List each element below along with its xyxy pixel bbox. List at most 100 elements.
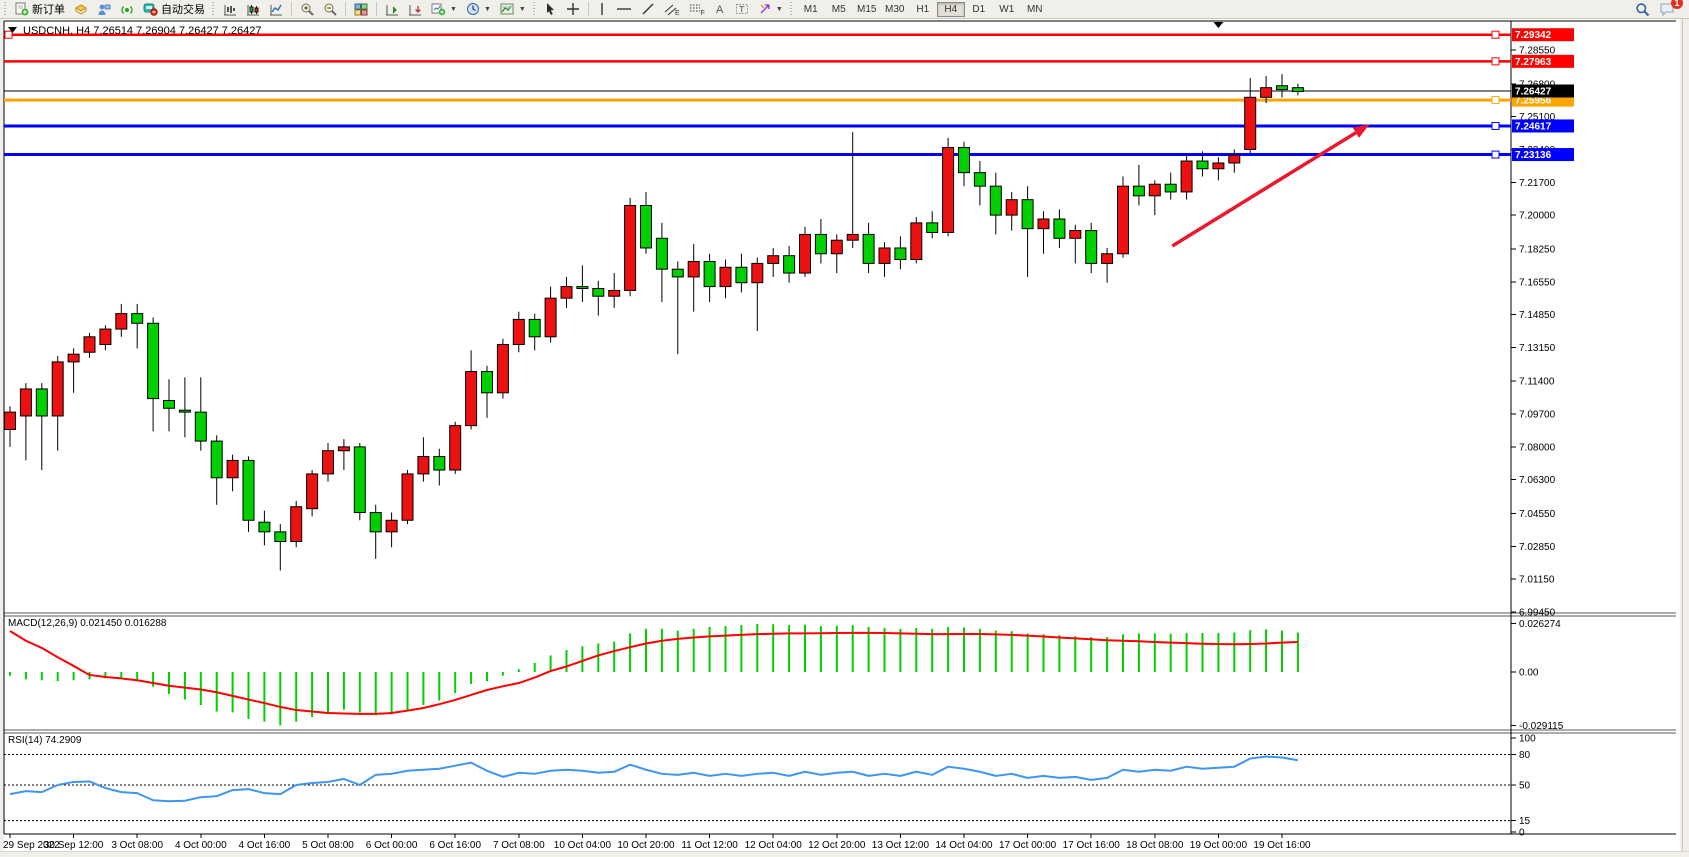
svg-text:4 Oct 16:00: 4 Oct 16:00 <box>239 840 291 851</box>
toolbar-grip <box>212 2 216 16</box>
svg-text:7.16550: 7.16550 <box>1519 277 1556 288</box>
cursor-tool-icon[interactable] <box>540 0 561 18</box>
timeframe-w1-button[interactable]: W1 <box>999 3 1015 15</box>
trendline-tool-icon[interactable] <box>637 0 659 18</box>
svg-text:A: A <box>716 4 724 16</box>
zoom-in-icon[interactable] <box>296 0 318 18</box>
svg-text:13 Oct 12:00: 13 Oct 12:00 <box>872 840 930 851</box>
svg-text:19 Oct 16:00: 19 Oct 16:00 <box>1253 840 1311 851</box>
text-tool-icon[interactable]: A <box>710 0 730 18</box>
svg-text:7.18250: 7.18250 <box>1519 244 1556 255</box>
signals-icon[interactable] <box>93 0 115 18</box>
timeframe-h1-button[interactable]: H1 <box>916 3 930 15</box>
tile-windows-icon[interactable] <box>350 0 372 18</box>
svg-text:15: 15 <box>1519 816 1531 827</box>
svg-text:7.09700: 7.09700 <box>1519 410 1556 421</box>
svg-text:6 Oct 00:00: 6 Oct 00:00 <box>366 840 418 851</box>
timeframe-d1-button[interactable]: D1 <box>972 3 986 15</box>
timeframe-m5-button[interactable]: M5 <box>831 3 846 15</box>
svg-text:7.13150: 7.13150 <box>1519 343 1556 354</box>
svg-text:18 Oct 08:00: 18 Oct 08:00 <box>1126 840 1184 851</box>
chevron-down-icon: ▼ <box>775 5 783 13</box>
svg-text:4 Oct 00:00: 4 Oct 00:00 <box>175 840 227 851</box>
svg-text:12 Oct 04:00: 12 Oct 04:00 <box>745 840 803 851</box>
svg-text:7 Oct 08:00: 7 Oct 08:00 <box>493 840 545 851</box>
chevron-down-icon: ▼ <box>450 5 457 13</box>
svg-text:RSI(14) 74.2909: RSI(14) 74.2909 <box>8 735 82 746</box>
svg-text:7.25100: 7.25100 <box>1519 112 1556 123</box>
svg-text:7.20000: 7.20000 <box>1519 211 1556 222</box>
svg-text:3 Oct 08:00: 3 Oct 08:00 <box>111 840 163 851</box>
toolbar-grip <box>532 2 537 16</box>
svg-text:7.26427: 7.26427 <box>1515 87 1552 98</box>
timeframe-h4-button[interactable]: H4 <box>936 1 965 17</box>
svg-text:E: E <box>675 10 680 16</box>
svg-text:17 Oct 16:00: 17 Oct 16:00 <box>1063 840 1121 851</box>
svg-text:7.25956: 7.25956 <box>1515 96 1552 107</box>
svg-text:29 Sep 2022: 29 Sep 2022 <box>3 840 60 851</box>
chart-template-dropdown[interactable]: ▼ <box>496 0 530 18</box>
toolbar-separator <box>376 2 377 16</box>
svg-text:7.14850: 7.14850 <box>1519 310 1556 321</box>
autotrading-label: 自动交易 <box>161 4 205 16</box>
svg-text:30 Sep 12:00: 30 Sep 12:00 <box>44 840 104 851</box>
toolbar-grip <box>4 2 8 16</box>
chart-canvas[interactable]: 7.285507.268007.251007.234007.217007.200… <box>0 19 1689 851</box>
chevron-down-icon: ▼ <box>518 5 526 13</box>
period-clock-dropdown[interactable]: ▼ <box>462 0 495 18</box>
svg-text:11 Oct 12:00: 11 Oct 12:00 <box>681 840 738 851</box>
timeframe-m1-button[interactable]: M1 <box>803 3 818 15</box>
svg-text:T: T <box>739 5 745 15</box>
svg-text:MACD(12,26,9) 0.021450 0.01628: MACD(12,26,9) 0.021450 0.016288 <box>8 618 167 629</box>
fibonacci-tool-icon[interactable]: F <box>685 0 709 18</box>
svg-text:17 Oct 00:00: 17 Oct 00:00 <box>999 840 1057 851</box>
svg-text:12 Oct 20:00: 12 Oct 20:00 <box>808 840 866 851</box>
svg-text:10 Oct 04:00: 10 Oct 04:00 <box>554 840 612 851</box>
new-chart-dropdown[interactable]: ▼ <box>427 0 461 18</box>
search-icon[interactable] <box>1631 0 1654 18</box>
arrows-shapes-dropdown[interactable]: ▼ <box>754 0 787 18</box>
text-label-tool-icon[interactable]: T <box>731 0 753 18</box>
chevron-down-icon: ▼ <box>483 5 491 13</box>
horizontal-line-tool-icon[interactable] <box>612 0 636 18</box>
timeframe-mn-button[interactable]: MN <box>1026 3 1043 15</box>
notification-badge: 1 <box>1671 0 1683 9</box>
toolbar-separator <box>587 2 589 16</box>
auto-scroll-icon[interactable] <box>404 0 426 18</box>
equidistant-channel-tool-icon[interactable]: E <box>660 0 684 18</box>
autotrading-button[interactable]: 自动交易 <box>139 1 209 17</box>
timeframe-m15-button[interactable]: M15 <box>857 3 877 15</box>
svg-text:7.29342: 7.29342 <box>1515 30 1552 41</box>
new-order-label: 新订单 <box>32 4 65 16</box>
chart-window: 7.285507.268007.251007.234007.217007.200… <box>0 19 1689 851</box>
svg-text:14 Oct 04:00: 14 Oct 04:00 <box>935 840 993 851</box>
news-icon[interactable] <box>116 0 138 18</box>
toolbar: 新订单 自动交易 <box>0 0 1689 19</box>
new-order-button[interactable]: 新订单 <box>11 1 69 17</box>
svg-text:100: 100 <box>1519 734 1536 745</box>
svg-text:7.24617: 7.24617 <box>1515 121 1552 132</box>
svg-text:7.01150: 7.01150 <box>1519 575 1555 586</box>
candlestick-mode-icon[interactable] <box>242 0 264 18</box>
svg-text:0.026274: 0.026274 <box>1519 619 1561 630</box>
svg-text:10 Oct 20:00: 10 Oct 20:00 <box>617 840 675 851</box>
timeframe-m30-button[interactable]: M30 <box>885 3 905 15</box>
svg-text:19 Oct 00:00: 19 Oct 00:00 <box>1190 840 1248 851</box>
zoom-out-icon[interactable] <box>319 0 341 18</box>
crosshair-tool-icon[interactable] <box>562 0 584 18</box>
chart-shift-icon[interactable] <box>381 0 403 18</box>
status-bar <box>0 851 1689 857</box>
toolbar-separator <box>345 2 346 16</box>
svg-text:USDCNH, H4 7.26514 7.26904 7.: USDCNH, H4 7.26514 7.26904 7.26427 7.264… <box>23 25 262 37</box>
new-order-icon <box>15 2 29 16</box>
bar-chart-mode-icon[interactable] <box>219 0 241 18</box>
svg-text:7.06300: 7.06300 <box>1519 475 1556 486</box>
vertical-line-tool-icon[interactable] <box>593 0 611 18</box>
line-chart-mode-icon[interactable] <box>265 0 287 18</box>
svg-text:7.21700: 7.21700 <box>1519 178 1556 189</box>
notifications-button[interactable]: 1 <box>1655 0 1683 18</box>
svg-text:7.04550: 7.04550 <box>1519 509 1556 520</box>
deposit-icon[interactable] <box>70 0 92 18</box>
svg-text:7.27963: 7.27963 <box>1515 57 1552 68</box>
toolbar-grip <box>789 2 794 16</box>
